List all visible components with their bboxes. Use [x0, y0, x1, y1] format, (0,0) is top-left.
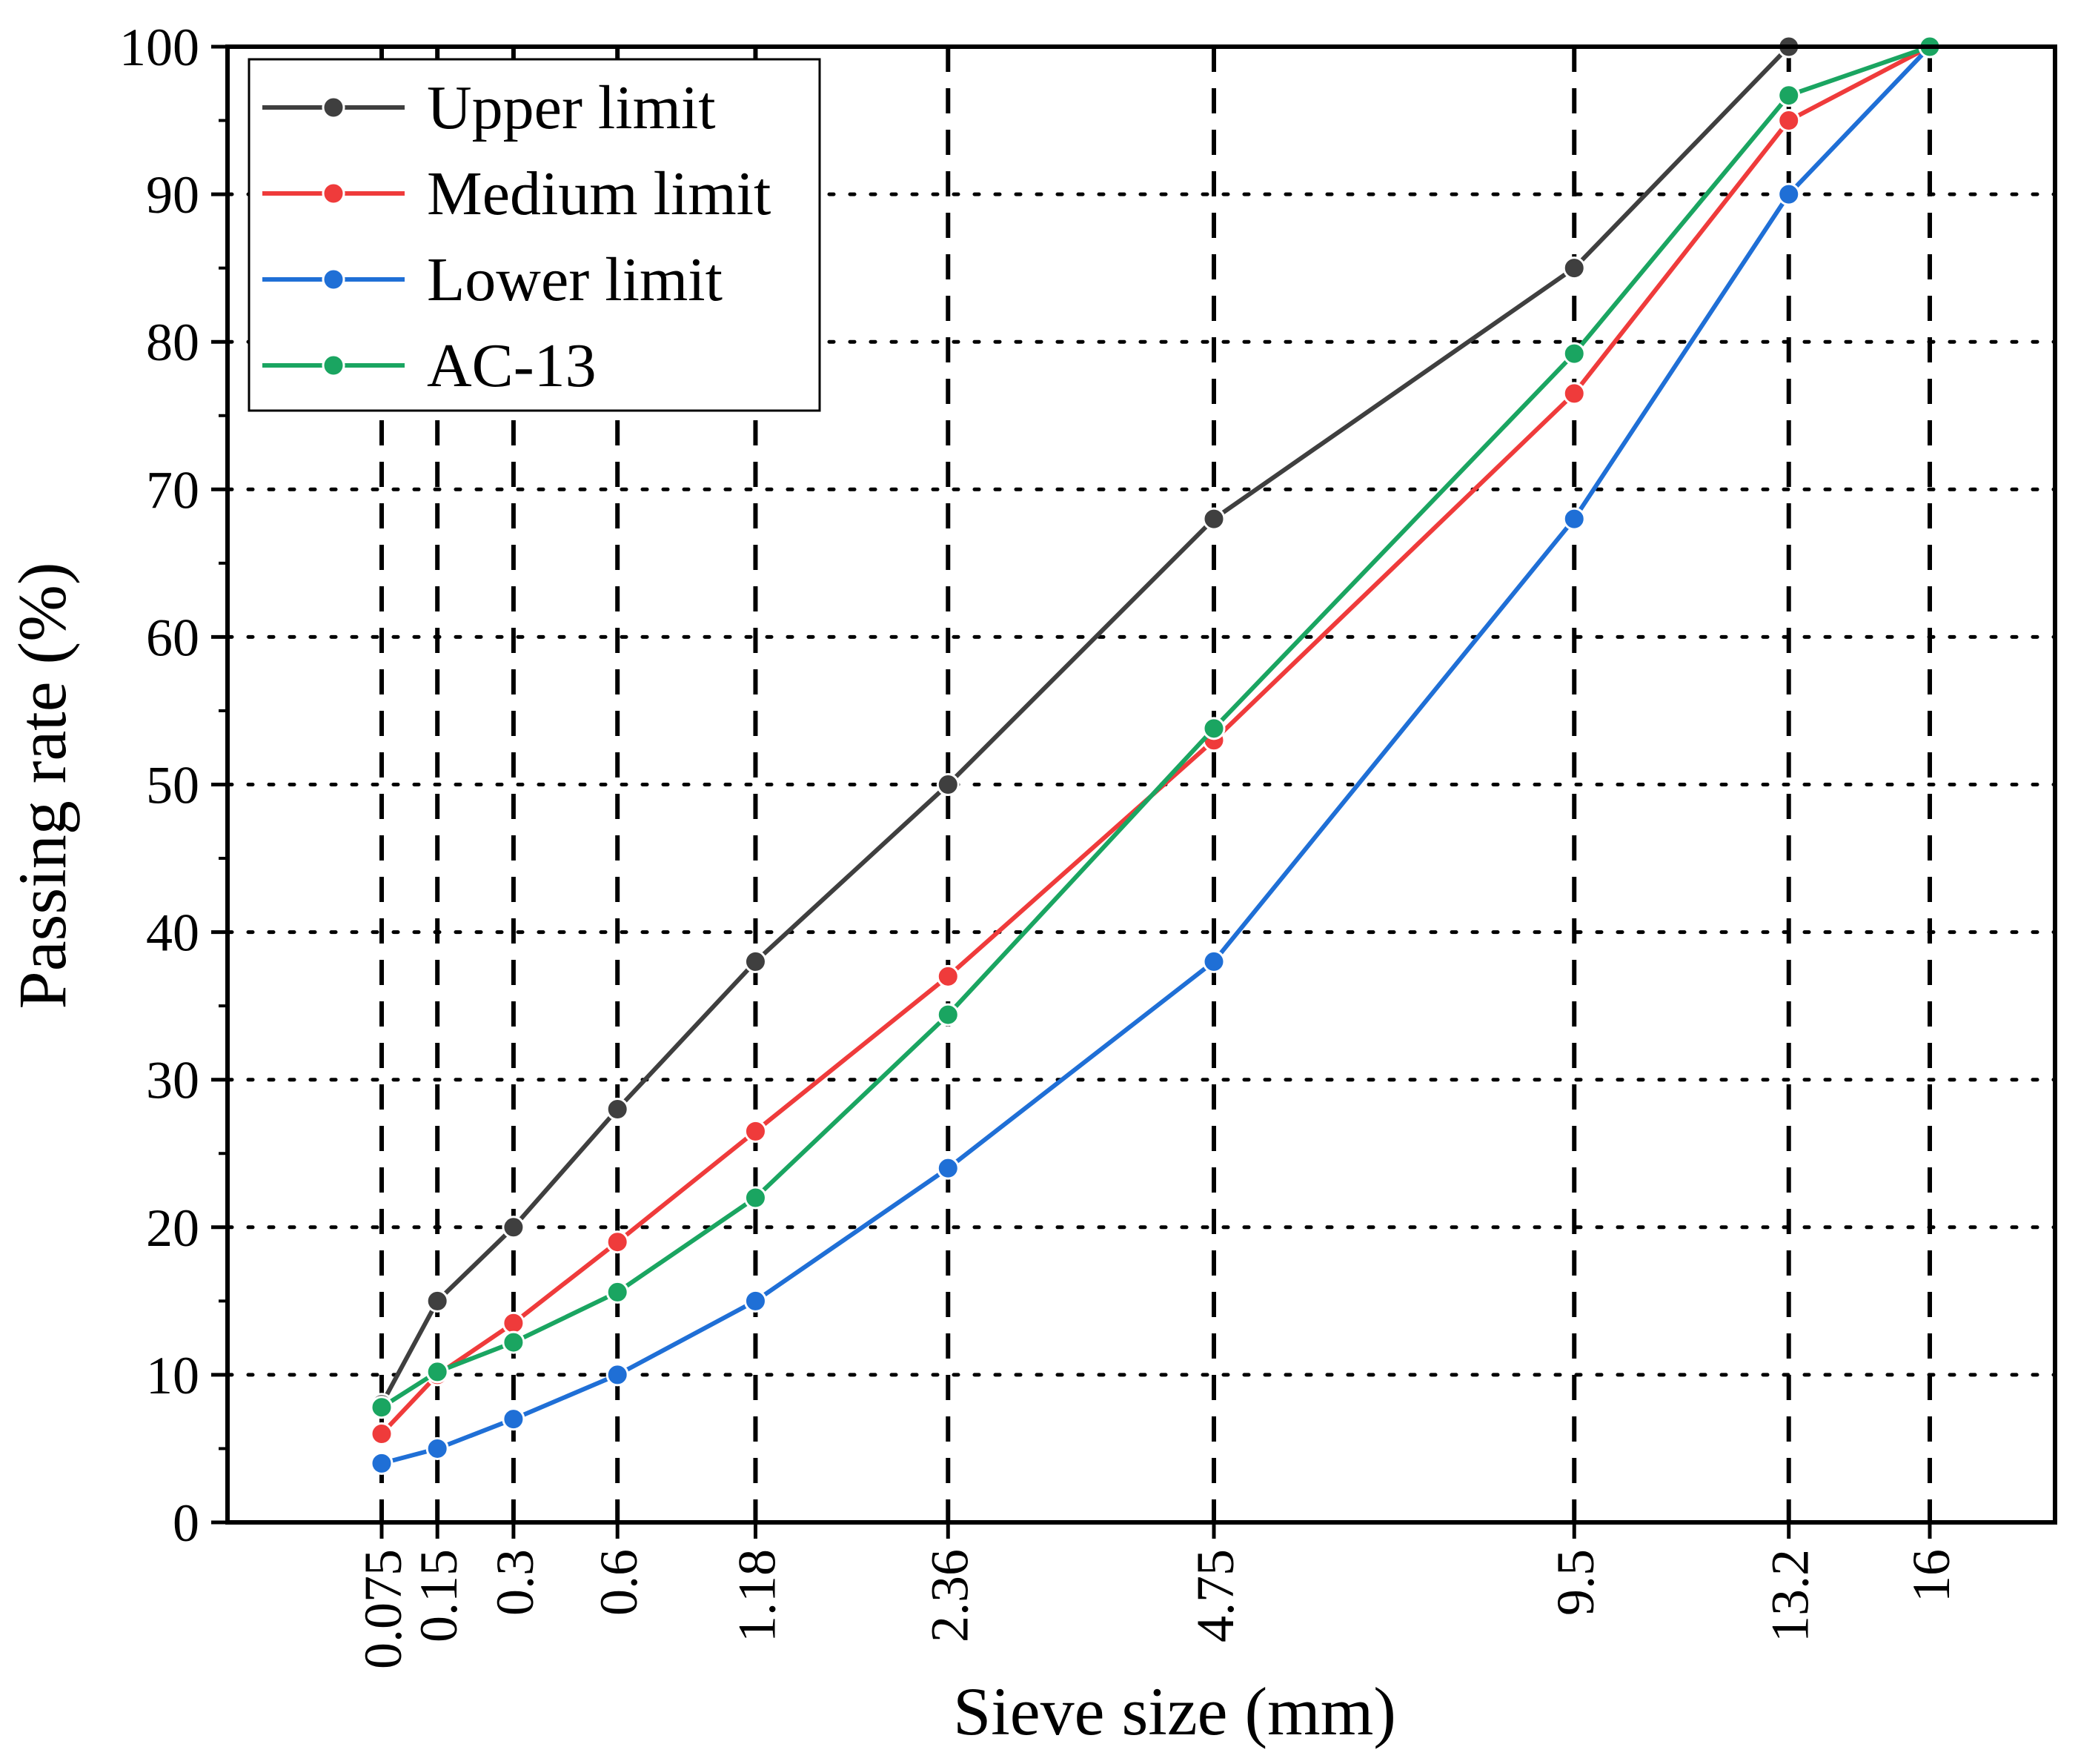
series-line-lower-limit: [381, 44, 1932, 1466]
x-axis-title: Sieve size (mm): [953, 1674, 1396, 1749]
y-tick-label: 70: [146, 460, 199, 520]
data-point: [936, 964, 960, 988]
data-point: [936, 1003, 960, 1027]
data-point: [1777, 182, 1801, 206]
y-tick-label: 30: [146, 1051, 199, 1110]
data-point: [1562, 342, 1586, 365]
x-tick-label: 0.6: [589, 1549, 648, 1616]
data-point: [1562, 507, 1586, 531]
data-point: [605, 1363, 629, 1387]
y-tick-label: 20: [146, 1198, 199, 1258]
data-point: [1202, 717, 1226, 740]
data-point: [1202, 507, 1226, 531]
y-tick-label: 40: [146, 903, 199, 963]
grid-layer: [225, 47, 2057, 1522]
series-layer: [370, 35, 1942, 1475]
data-point: [936, 1156, 960, 1180]
x-tick-label: 4.75: [1186, 1549, 1245, 1642]
y-tick-label: 80: [146, 313, 199, 372]
data-point: [1202, 949, 1226, 973]
data-point: [605, 1098, 629, 1121]
data-point: [1777, 84, 1801, 107]
data-point: [370, 1422, 394, 1446]
data-point: [743, 949, 767, 973]
y-tick-label: 0: [173, 1493, 199, 1553]
legend-box: [248, 58, 821, 412]
data-point: [936, 773, 960, 796]
x-tick-label: 1.18: [727, 1549, 786, 1642]
series-line-ac-13: [380, 44, 1931, 1410]
data-point: [425, 1289, 449, 1313]
data-point: [502, 1311, 525, 1335]
data-point: [743, 1289, 767, 1313]
y-tick-label: 90: [146, 165, 199, 225]
x-tick-label: 9.5: [1546, 1549, 1605, 1616]
data-point: [370, 1451, 394, 1475]
legend: Upper limit Medium limit Lower limit AC-13: [248, 58, 821, 412]
data-point: [1562, 256, 1586, 280]
legend-swatch-marker: [322, 96, 345, 119]
data-point: [605, 1230, 629, 1254]
data-point: [370, 1396, 394, 1419]
data-point: [743, 1119, 767, 1143]
x-tick-label: 13.2: [1761, 1549, 1820, 1642]
x-tick-label: 2.36: [920, 1549, 979, 1642]
legend-label: Medium limit: [427, 159, 771, 228]
series-line-medium-limit: [379, 44, 1931, 1436]
legend-label: AC-13: [427, 331, 597, 400]
x-tick-label: 16: [1902, 1549, 1961, 1602]
data-point: [743, 1186, 767, 1210]
y-tick-label: 100: [119, 18, 199, 77]
data-point: [605, 1280, 629, 1304]
y-tick-label: 10: [146, 1346, 199, 1405]
data-point: [502, 1216, 525, 1239]
y-axis-title: Passing rate (%): [4, 563, 80, 1009]
x-tick-label: 0.075: [353, 1549, 413, 1669]
x-tick-label: 0.3: [485, 1549, 545, 1616]
y-tick-label: 60: [146, 608, 199, 667]
y-tick-label: 50: [146, 756, 199, 815]
data-point: [1562, 382, 1586, 405]
legend-swatch-marker: [322, 182, 345, 205]
data-point: [502, 1330, 525, 1354]
data-point: [425, 1436, 449, 1460]
data-point: [1777, 109, 1801, 133]
legend-label: Upper limit: [427, 73, 716, 142]
series-line-upper-limit: [379, 44, 1930, 1406]
data-point: [502, 1407, 525, 1431]
legend-swatch-marker: [322, 354, 345, 377]
x-tick-label: 0.15: [409, 1549, 468, 1642]
legend-swatch-marker: [322, 268, 345, 291]
data-point: [425, 1360, 449, 1384]
legend-label: Lower limit: [427, 245, 723, 314]
